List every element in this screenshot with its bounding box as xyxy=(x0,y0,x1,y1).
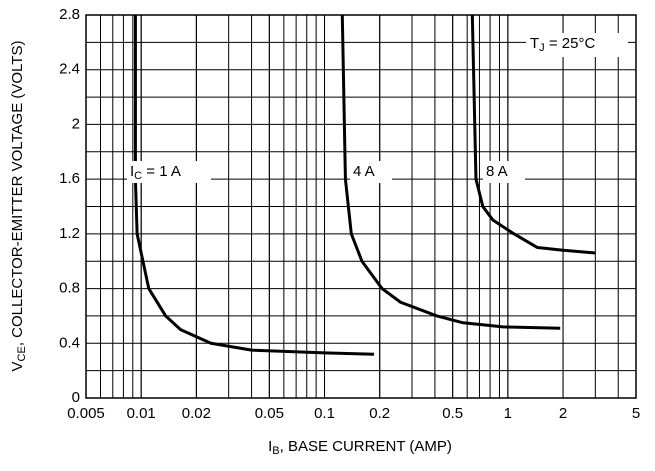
x-tick-label: 0.005 xyxy=(67,405,105,422)
annotation-part: T xyxy=(530,35,539,52)
y-tick-label: 1.6 xyxy=(59,170,80,187)
annotation-part: J xyxy=(539,42,545,54)
label-background xyxy=(483,161,525,183)
x-tick-label: 0.05 xyxy=(255,405,284,422)
y-axis-title-part: CE xyxy=(16,346,28,361)
x-tick-label: 2 xyxy=(559,405,567,422)
label-background xyxy=(350,161,392,183)
x-axis-title-part: , BASE CURRENT (AMP) xyxy=(280,438,452,455)
y-tick-label: 2.4 xyxy=(59,61,80,78)
x-tick-label: 5 xyxy=(632,405,640,422)
curve xyxy=(340,14,561,330)
curve xyxy=(133,15,374,356)
y-tick-label: 2 xyxy=(72,115,80,132)
y-axis-title-part: , COLLECTOR-EMITTER VOLTAGE (VOLTS) xyxy=(9,41,26,347)
x-axis-title: IB, BASE CURRENT (AMP) xyxy=(268,438,452,457)
y-tick-label: 0.8 xyxy=(59,280,80,297)
curve-label-part: = 1 A xyxy=(142,163,181,180)
x-tick-label: 0.2 xyxy=(369,405,390,422)
y-tick-label: 2.8 xyxy=(59,6,80,23)
x-tick-label: 0.02 xyxy=(182,405,211,422)
curve-label-part: 8 A xyxy=(486,163,508,180)
curve-label: 4 A xyxy=(353,163,375,180)
curve-label-part: C xyxy=(134,170,142,182)
curve-label-part: 4 A xyxy=(353,163,375,180)
y-tick-label: 0 xyxy=(72,389,80,406)
y-axis-title: VCE, COLLECTOR-EMITTER VOLTAGE (VOLTS) xyxy=(9,41,28,372)
y-axis-title-part: V xyxy=(9,361,26,371)
x-tick-label: 1 xyxy=(504,405,512,422)
annotation: TJ = 25°C xyxy=(530,35,595,54)
x-tick-label: 0.5 xyxy=(442,405,463,422)
y-tick-label: 1.2 xyxy=(59,225,80,242)
curve-label-part: I xyxy=(130,163,134,180)
label-background xyxy=(127,161,211,183)
x-axis-title-part: I xyxy=(268,438,272,455)
annotation-part: = 25°C xyxy=(545,35,596,52)
x-tick-label: 0.1 xyxy=(314,405,335,422)
curve-label: IC = 1 A xyxy=(130,163,181,182)
x-tick-label: 0.01 xyxy=(127,405,156,422)
x-axis-title-part: B xyxy=(272,445,279,457)
curve-label: 8 A xyxy=(486,163,508,180)
curve xyxy=(470,14,596,255)
annotation-background xyxy=(526,33,628,57)
plot-frame xyxy=(85,14,637,399)
y-tick-label: 0.4 xyxy=(59,334,80,351)
